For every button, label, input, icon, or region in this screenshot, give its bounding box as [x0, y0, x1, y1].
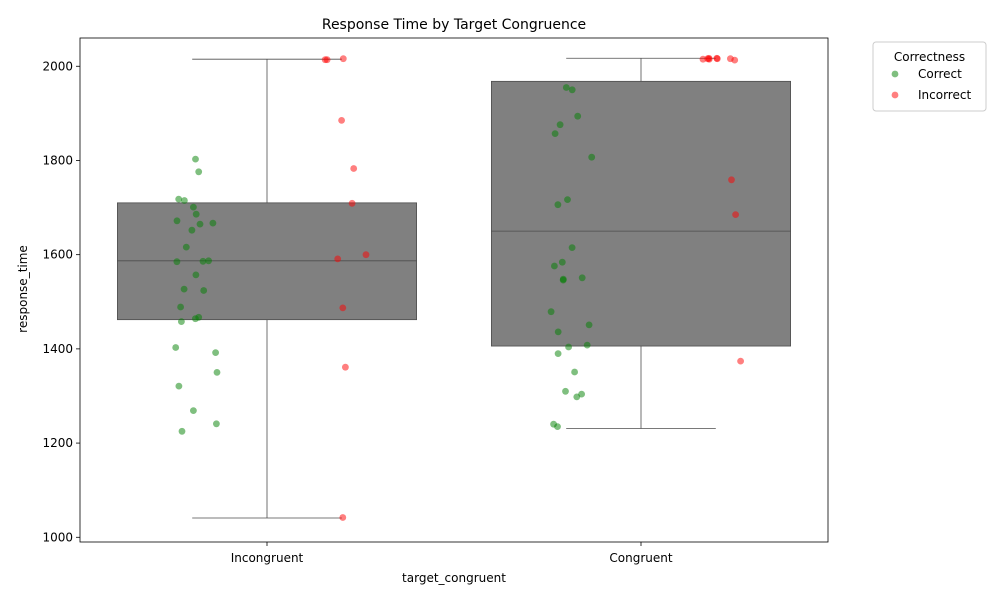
- plot-area: 1000 1200 1400 1600 1800 2000 Incongruent Congr…: [42, 37, 829, 565]
- point-correct: [574, 112, 582, 120]
- point-correct: [562, 387, 569, 395]
- point-incorrect: [727, 55, 734, 63]
- point-incorrect: [342, 363, 349, 371]
- point-correct: [213, 369, 221, 376]
- point-correct: [190, 203, 197, 211]
- point-correct: [192, 210, 200, 218]
- x-tick-label: Congruent: [609, 551, 672, 565]
- point-incorrect: [338, 117, 345, 124]
- point-correct: [205, 257, 213, 265]
- point-correct: [173, 258, 181, 266]
- point-correct: [585, 321, 593, 329]
- legend-marker-correct: [891, 70, 899, 78]
- point-incorrect: [362, 251, 370, 259]
- point-correct: [181, 197, 188, 204]
- point-correct: [190, 407, 197, 414]
- point-correct: [175, 195, 183, 203]
- point-correct: [578, 274, 586, 282]
- point-incorrect: [339, 55, 347, 63]
- point-incorrect: [737, 357, 744, 365]
- point-correct: [200, 287, 208, 294]
- x-tick-label: Incongruent: [231, 551, 304, 565]
- point-correct: [562, 84, 570, 91]
- point-incorrect: [339, 304, 347, 312]
- point-correct: [212, 349, 220, 356]
- legend: Correctness Correct Incorrect: [872, 41, 987, 112]
- legend-label-incorrect: Incorrect: [918, 88, 971, 102]
- point-incorrect: [334, 255, 342, 263]
- point-correct: [172, 344, 180, 351]
- point-correct: [573, 393, 581, 401]
- point-correct: [551, 262, 558, 270]
- legend-label-correct: Correct: [918, 67, 962, 81]
- point-incorrect: [705, 55, 713, 63]
- point-correct: [565, 343, 572, 351]
- y-tick-label: 1000: [42, 530, 73, 544]
- point-correct: [556, 121, 564, 129]
- point-incorrect: [350, 165, 358, 172]
- point-incorrect: [321, 56, 329, 64]
- point-correct: [180, 285, 188, 293]
- point-correct: [568, 86, 576, 94]
- point-correct: [195, 168, 203, 176]
- point-correct: [554, 350, 562, 357]
- point-incorrect: [699, 55, 707, 63]
- chart-title: Response Time by Target Congruence: [322, 17, 586, 33]
- point-correct: [547, 308, 555, 316]
- x-axis-title: target_congruent: [402, 571, 506, 585]
- plot-frame: [79, 37, 829, 543]
- y-tick-label: 1800: [42, 153, 73, 167]
- point-correct: [551, 130, 559, 138]
- point-correct: [178, 427, 186, 435]
- point-incorrect: [348, 199, 356, 207]
- y-tick-label: 1400: [42, 342, 73, 356]
- point-incorrect: [713, 54, 721, 62]
- y-tick-label: 1200: [42, 436, 73, 450]
- box-incongruent: [117, 202, 418, 321]
- point-correct: [199, 257, 207, 265]
- y-tick-label: 2000: [42, 59, 73, 73]
- point-correct: [192, 155, 199, 163]
- legend-title: Correctness: [894, 50, 965, 64]
- point-incorrect: [728, 176, 735, 184]
- legend-marker-incorrect: [891, 91, 899, 99]
- point-correct: [554, 423, 561, 430]
- y-tick-label: 1600: [42, 248, 73, 262]
- box-congruent: [490, 80, 792, 347]
- point-incorrect: [732, 211, 739, 219]
- point-correct: [568, 244, 576, 252]
- point-correct: [175, 382, 183, 390]
- point-correct: [588, 153, 596, 161]
- y-axis-title: response_time: [16, 245, 30, 333]
- point-correct: [192, 271, 200, 279]
- legend-box: [872, 41, 987, 112]
- point-correct: [192, 315, 199, 323]
- point-correct: [173, 217, 181, 225]
- point-correct: [564, 196, 571, 204]
- point-correct: [213, 420, 220, 428]
- point-correct: [178, 318, 185, 325]
- point-correct: [182, 243, 190, 251]
- point-correct: [558, 258, 566, 266]
- point-correct: [559, 276, 567, 284]
- point-correct: [583, 341, 591, 349]
- point-correct: [196, 220, 204, 228]
- point-incorrect: [339, 514, 347, 521]
- point-correct: [177, 303, 185, 311]
- point-correct: [188, 226, 196, 234]
- point-correct: [209, 219, 217, 227]
- point-correct: [554, 328, 562, 336]
- point-correct: [571, 368, 578, 376]
- point-correct: [554, 201, 562, 209]
